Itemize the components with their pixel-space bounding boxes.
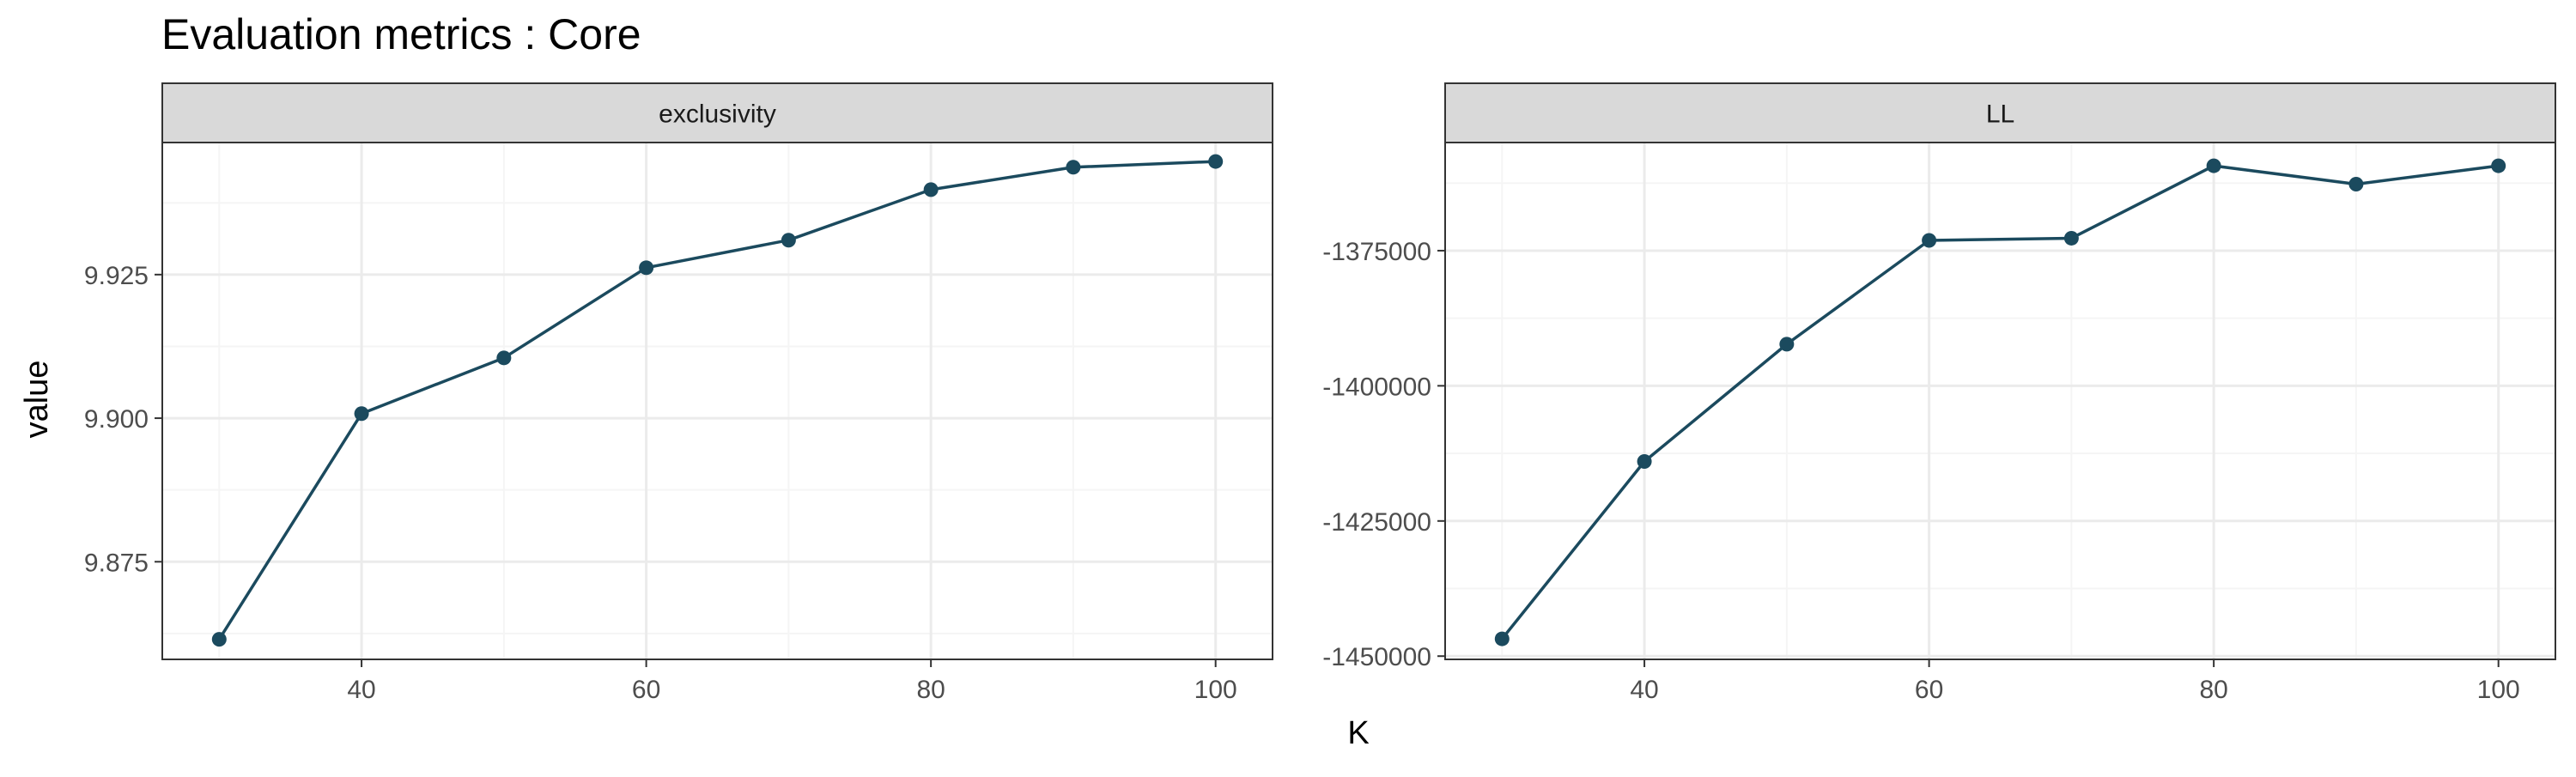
data-point	[1208, 154, 1224, 169]
x-tick-label: 100	[1194, 676, 1237, 704]
x-tick-label: 40	[1630, 676, 1658, 704]
data-point	[1637, 454, 1652, 470]
y-tick-label: -1450000	[1322, 643, 1431, 671]
data-point	[923, 182, 939, 197]
facet-strip	[161, 82, 1273, 143]
data-point	[639, 260, 654, 276]
data-point	[1066, 160, 1081, 175]
data-point	[2063, 230, 2079, 246]
data-point	[496, 350, 512, 366]
data-point	[211, 632, 227, 647]
x-axis-label: K	[1347, 715, 1369, 751]
facet-strip-label: exclusivity	[659, 100, 776, 129]
data-point	[1779, 337, 1795, 352]
x-tick-label: 80	[2199, 676, 2227, 704]
data-point	[1494, 631, 1510, 646]
x-tick-label: 80	[916, 676, 945, 704]
data-point	[354, 406, 369, 422]
facet-strip-label: LL	[1986, 100, 2014, 129]
panel-background	[1445, 143, 2555, 659]
y-tick-label: -1425000	[1322, 508, 1431, 537]
y-axis-label: value	[19, 361, 55, 439]
panel-exclusivity: exclusivity 40 60 80 100 9.875 9.900 9.925	[84, 82, 1273, 704]
data-point	[2491, 158, 2506, 173]
x-tick-label: 60	[632, 676, 660, 704]
y-tick-label: -1400000	[1322, 373, 1431, 401]
data-point	[2348, 176, 2364, 191]
data-point	[2206, 158, 2221, 173]
y-tick-label: 9.875	[84, 549, 149, 577]
data-point	[1922, 233, 1937, 248]
y-tick-label: 9.925	[84, 262, 149, 290]
x-tick-label: 100	[2477, 676, 2520, 704]
panel-LL: LL 40 60 80 100 -1450000 -1425000 -1400000 -1375…	[1322, 82, 2556, 704]
facet-strip	[1444, 82, 2556, 143]
data-point	[781, 233, 796, 248]
panel-background	[162, 143, 1273, 659]
x-tick-label: 40	[347, 676, 375, 704]
y-tick-label: -1375000	[1322, 238, 1431, 266]
series-line	[217, 160, 1216, 640]
series-line	[1500, 164, 2499, 640]
y-tick-label: 9.900	[84, 405, 149, 434]
x-tick-label: 60	[1915, 676, 1943, 704]
chart-title: Evaluation metrics : Core	[161, 10, 641, 58]
